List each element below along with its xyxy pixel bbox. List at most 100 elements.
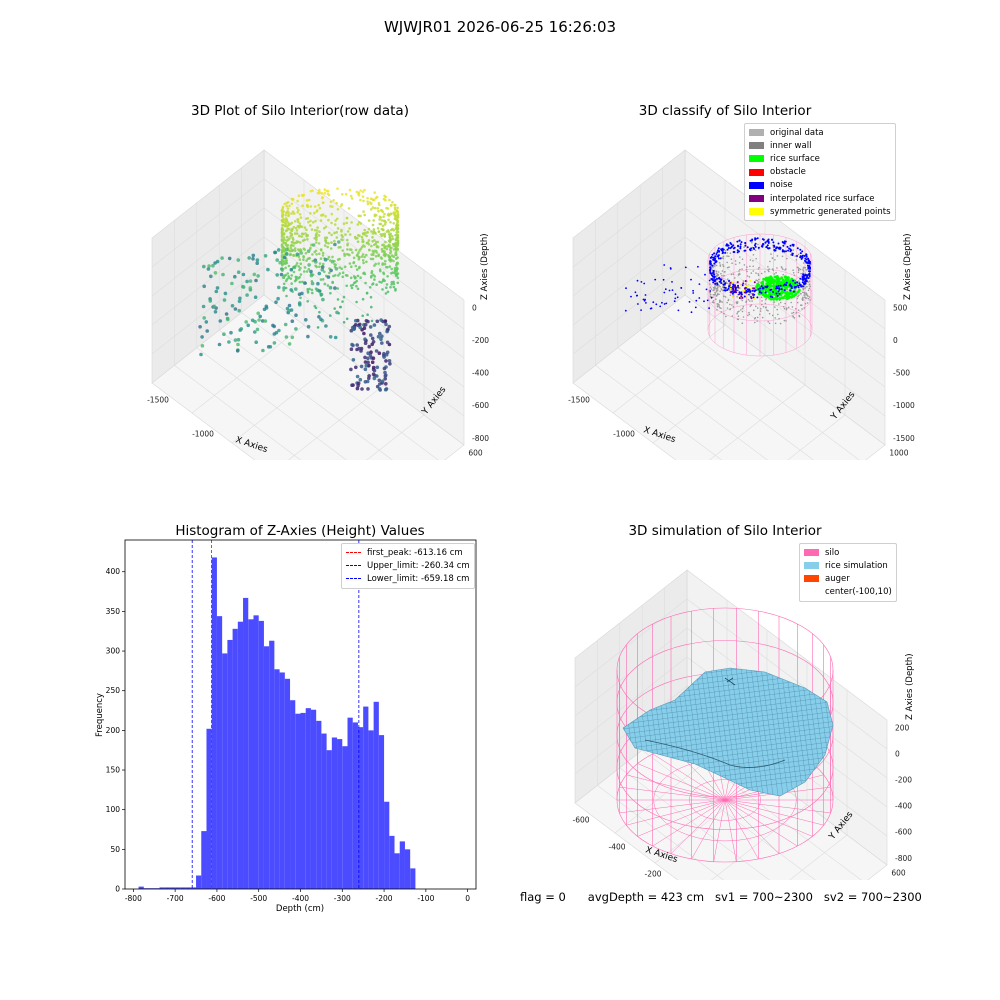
point-raw bbox=[254, 340, 258, 344]
legend-item: first_peak: -613.16 cm bbox=[346, 546, 470, 559]
point-raw bbox=[336, 187, 339, 190]
point-raw bbox=[362, 210, 365, 213]
point-noise bbox=[659, 305, 662, 308]
tick-label: -200 bbox=[895, 775, 912, 784]
point-raw bbox=[308, 287, 311, 291]
point-noise bbox=[753, 290, 756, 293]
point-raw bbox=[361, 253, 365, 256]
point-noise bbox=[739, 243, 742, 246]
point-original bbox=[729, 308, 732, 310]
point-noise bbox=[737, 244, 739, 247]
tick-label: 0 bbox=[895, 749, 900, 758]
point-raw bbox=[314, 306, 318, 310]
point-original bbox=[767, 310, 769, 312]
point-original bbox=[756, 320, 758, 322]
point-original bbox=[768, 268, 770, 270]
point-generated bbox=[750, 297, 753, 300]
point-raw bbox=[215, 259, 220, 264]
point-original bbox=[802, 269, 804, 271]
point-original bbox=[741, 299, 744, 302]
point-raw bbox=[377, 254, 380, 258]
point-raw bbox=[315, 241, 318, 244]
point-noise bbox=[637, 303, 639, 305]
point-rice-surface bbox=[775, 297, 778, 301]
point-raw bbox=[286, 200, 290, 204]
point-noise bbox=[807, 262, 810, 265]
silo-spoke bbox=[652, 799, 726, 847]
legend-label: noise bbox=[770, 180, 793, 191]
point-noise bbox=[715, 253, 718, 255]
point-noise bbox=[776, 287, 779, 290]
legend-label: silo bbox=[825, 547, 840, 558]
point-original bbox=[749, 265, 751, 268]
point-raw bbox=[389, 221, 392, 224]
point-original bbox=[719, 307, 721, 309]
tick-label: 600 bbox=[468, 448, 483, 457]
point-raw bbox=[309, 224, 312, 227]
point-noise bbox=[718, 250, 721, 253]
point-raw bbox=[334, 219, 337, 222]
point-noise bbox=[695, 299, 698, 302]
point-original bbox=[760, 296, 763, 299]
point-noise bbox=[799, 277, 802, 280]
point-raw bbox=[350, 248, 353, 251]
point-original bbox=[736, 296, 738, 298]
status-avg-depth: avgDepth = 423 cm bbox=[587, 890, 705, 904]
point-raw bbox=[333, 223, 337, 226]
point-raw bbox=[358, 249, 361, 252]
point-original bbox=[734, 277, 736, 279]
point-raw bbox=[306, 233, 309, 237]
point-raw bbox=[304, 232, 307, 235]
point-raw bbox=[388, 236, 392, 239]
point-raw bbox=[294, 287, 298, 291]
point-raw bbox=[341, 193, 344, 196]
point-raw bbox=[322, 201, 325, 205]
point-raw bbox=[206, 267, 211, 271]
point-noise bbox=[724, 251, 727, 254]
point-noise bbox=[801, 254, 804, 257]
point-raw bbox=[213, 271, 218, 275]
point-noise bbox=[792, 279, 795, 282]
point-original bbox=[776, 267, 778, 269]
point-raw bbox=[293, 247, 297, 250]
point-raw bbox=[313, 211, 316, 215]
point-noise bbox=[756, 296, 759, 299]
point-raw bbox=[280, 227, 284, 231]
point-noise bbox=[779, 284, 782, 287]
point-raw bbox=[284, 335, 289, 339]
point-raw bbox=[329, 314, 332, 317]
point-raw bbox=[370, 336, 375, 341]
point-raw bbox=[382, 197, 386, 201]
point-raw bbox=[346, 274, 349, 277]
point-raw bbox=[353, 277, 357, 280]
point-noise bbox=[772, 241, 775, 244]
point-raw bbox=[375, 245, 379, 248]
point-original bbox=[717, 289, 719, 291]
point-raw bbox=[383, 279, 386, 283]
point-original bbox=[807, 297, 810, 300]
point-raw bbox=[300, 225, 304, 229]
point-generated bbox=[730, 285, 733, 288]
panel2-3d-scatter: -1500-1000-5000500-1000-500050010005000-… bbox=[568, 149, 915, 460]
point-raw bbox=[293, 249, 297, 252]
silo-spoke bbox=[724, 799, 780, 854]
point-rice-surface bbox=[768, 290, 772, 294]
point-original bbox=[737, 318, 739, 321]
point-original bbox=[716, 272, 718, 275]
point-raw bbox=[290, 228, 293, 232]
tick-label: 0 bbox=[893, 336, 898, 345]
point-rice-surface bbox=[780, 276, 784, 280]
point-raw bbox=[358, 377, 363, 382]
point-original bbox=[734, 260, 737, 262]
point-raw bbox=[286, 243, 290, 247]
point-noise bbox=[805, 255, 808, 258]
point-rice-surface bbox=[760, 281, 764, 285]
point-raw bbox=[320, 265, 325, 269]
point-original bbox=[732, 306, 735, 308]
point-generated bbox=[736, 281, 739, 284]
histogram-bar bbox=[410, 868, 416, 889]
point-raw bbox=[357, 214, 361, 218]
point-raw bbox=[217, 342, 222, 347]
point-raw bbox=[318, 262, 322, 265]
point-noise bbox=[799, 248, 802, 251]
